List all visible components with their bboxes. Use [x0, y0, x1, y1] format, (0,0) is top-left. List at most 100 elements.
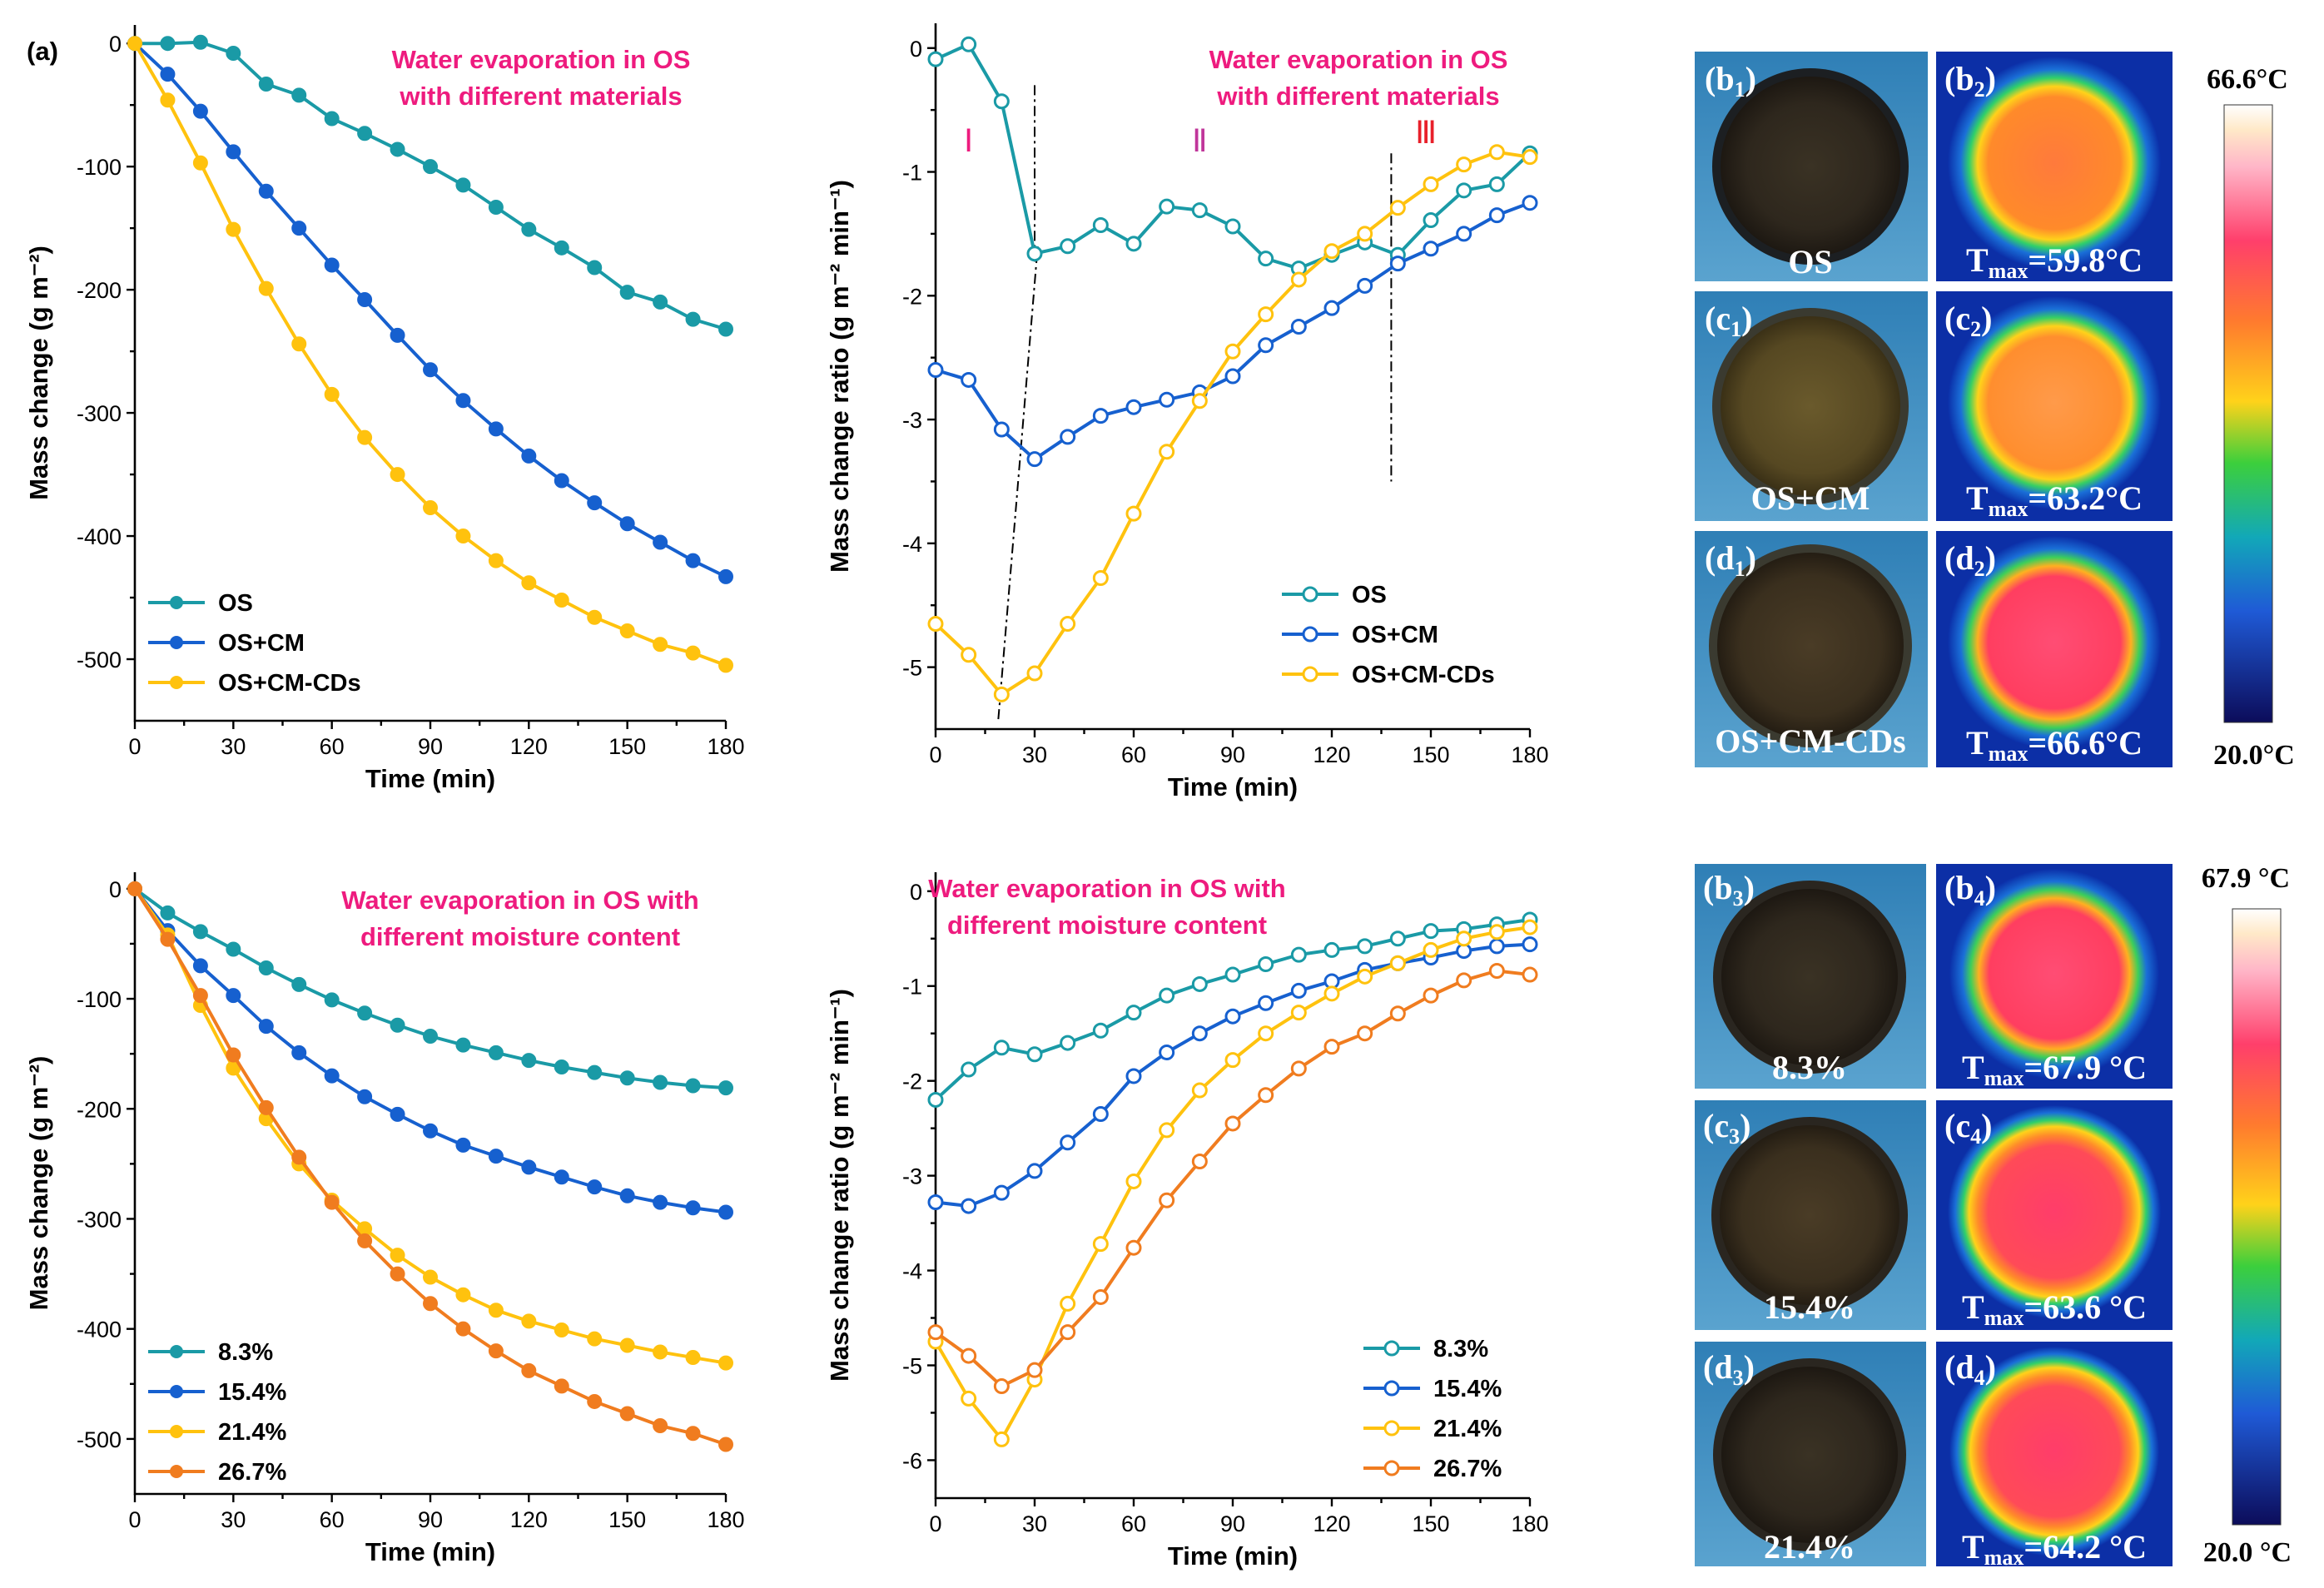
data-point [521, 1159, 537, 1175]
data-point [1357, 1025, 1373, 1042]
axis-frame [934, 872, 1530, 1500]
y-tick-label: -200 [77, 278, 122, 303]
data-point [1423, 923, 1439, 940]
data-point [1323, 941, 1340, 958]
legend-marker [170, 1345, 183, 1358]
thermal-d2: (d2) Tmax=66.6°C [1936, 531, 2173, 767]
data-point [455, 1321, 471, 1337]
tmax-c2: Tmax=63.2°C [1966, 479, 2143, 521]
photo-label-b3: 8.3% [1772, 1049, 1847, 1086]
data-point [718, 568, 733, 584]
data-point [961, 647, 977, 663]
data-point [192, 34, 208, 50]
data-point [1488, 144, 1505, 161]
data-point [258, 1099, 274, 1115]
x-tick-label: 60 [1121, 742, 1146, 767]
data-point [1290, 1060, 1307, 1077]
data-point [1092, 408, 1109, 424]
data-point [1026, 451, 1043, 468]
legend-label: OS+CM-CDs [1352, 662, 1495, 688]
data-point [1488, 938, 1505, 955]
data-point [423, 1123, 438, 1139]
x-tick-label: 30 [221, 1507, 246, 1532]
data-point [653, 1194, 668, 1210]
y-axis-title: Mass change ratio (g m⁻² min⁻¹) [825, 989, 854, 1382]
thermal-b4: (b4) Tmax=67.9 °C [1936, 864, 2173, 1090]
data-point [993, 93, 1010, 110]
data-point [488, 421, 504, 437]
data-point [1026, 1163, 1043, 1179]
data-point [1522, 936, 1538, 953]
data-point [192, 103, 208, 119]
data-point [587, 1064, 603, 1080]
photo-label-c1: OS+CM [1751, 479, 1870, 517]
thermal-d4: (d4) Tmax=64.2 °C [1936, 1342, 2173, 1570]
data-point [554, 1378, 569, 1394]
legend-marker [170, 1385, 183, 1398]
data-point [1258, 337, 1274, 354]
data-point [488, 1149, 504, 1164]
data-point [993, 1378, 1010, 1395]
y-tick-label: -5 [902, 656, 922, 681]
y-tick-label: -5 [902, 1353, 922, 1378]
x-axis-title: Time (min) [1168, 1541, 1298, 1571]
data-point [1290, 1005, 1307, 1021]
data-point [1323, 1039, 1340, 1055]
legend-label: 21.4% [1433, 1416, 1502, 1442]
data-point [1389, 200, 1406, 216]
data-point [521, 575, 537, 591]
data-point [1092, 569, 1109, 586]
thermal-c4: (c4) Tmax=63.6 °C [1936, 1100, 2173, 1330]
data-point [291, 1045, 307, 1060]
photo-label-d3: 21.4% [1764, 1528, 1855, 1566]
data-point [324, 1194, 340, 1210]
data-point [324, 257, 340, 273]
data-point [1423, 176, 1439, 192]
data-point [619, 623, 635, 638]
x-tick-label: 0 [929, 1511, 941, 1536]
chart-mass-change-ratio-moisture: 0 30 60 90 120 150 180 0 -1 -2 -3 -4 -5 -6 Time (min) M… [825, 872, 1549, 1571]
data-point [226, 941, 241, 957]
data-point [258, 1019, 274, 1035]
y-tick-label: -100 [77, 155, 122, 180]
data-point [619, 1188, 635, 1203]
data-point [521, 1362, 537, 1378]
tmax-b4: Tmax=67.9 °C [1962, 1049, 2147, 1090]
data-point [521, 1053, 537, 1069]
data-point [1389, 256, 1406, 272]
colorbar-top: 66.6°C 20.0°C [2207, 64, 2295, 771]
data-point [423, 1296, 438, 1312]
data-point [1125, 1068, 1142, 1084]
x-axis-title: Time (min) [365, 764, 495, 793]
data-point [192, 155, 208, 171]
chart-title-line: Water evaporation in OS with [341, 886, 698, 915]
legend-marker [1302, 586, 1318, 603]
thermal-tag-c4: (c4) [1944, 1107, 1992, 1149]
legend-label: 15.4% [218, 1379, 286, 1406]
data-point [423, 500, 438, 516]
photo-b1: (b1) OS [1695, 52, 1928, 281]
data-point [587, 609, 603, 625]
data-point [1423, 941, 1439, 958]
x-tick-label: 30 [221, 734, 246, 759]
data-point [1060, 1295, 1076, 1312]
legend-marker [1383, 1380, 1400, 1397]
data-point [455, 1037, 471, 1053]
data-point [423, 362, 438, 378]
x-tick-label: 90 [1220, 1511, 1245, 1536]
legend-label: OS+CM-CDs [218, 670, 361, 697]
data-point [961, 1198, 977, 1214]
data-point [685, 1350, 701, 1366]
data-point [1290, 982, 1307, 999]
tmax-d4: Tmax=64.2 °C [1962, 1528, 2147, 1570]
data-point [390, 467, 405, 483]
photo-c3: (c3) 15.4% [1695, 1100, 1926, 1330]
data-point [357, 291, 373, 307]
data-point [619, 285, 635, 300]
y-tick-label: -400 [77, 524, 122, 549]
data-point [1060, 1134, 1076, 1151]
series-line [133, 42, 727, 578]
x-tick-label: 30 [1022, 1511, 1047, 1536]
data-point [1456, 972, 1472, 989]
legend-marker [1383, 1340, 1400, 1357]
